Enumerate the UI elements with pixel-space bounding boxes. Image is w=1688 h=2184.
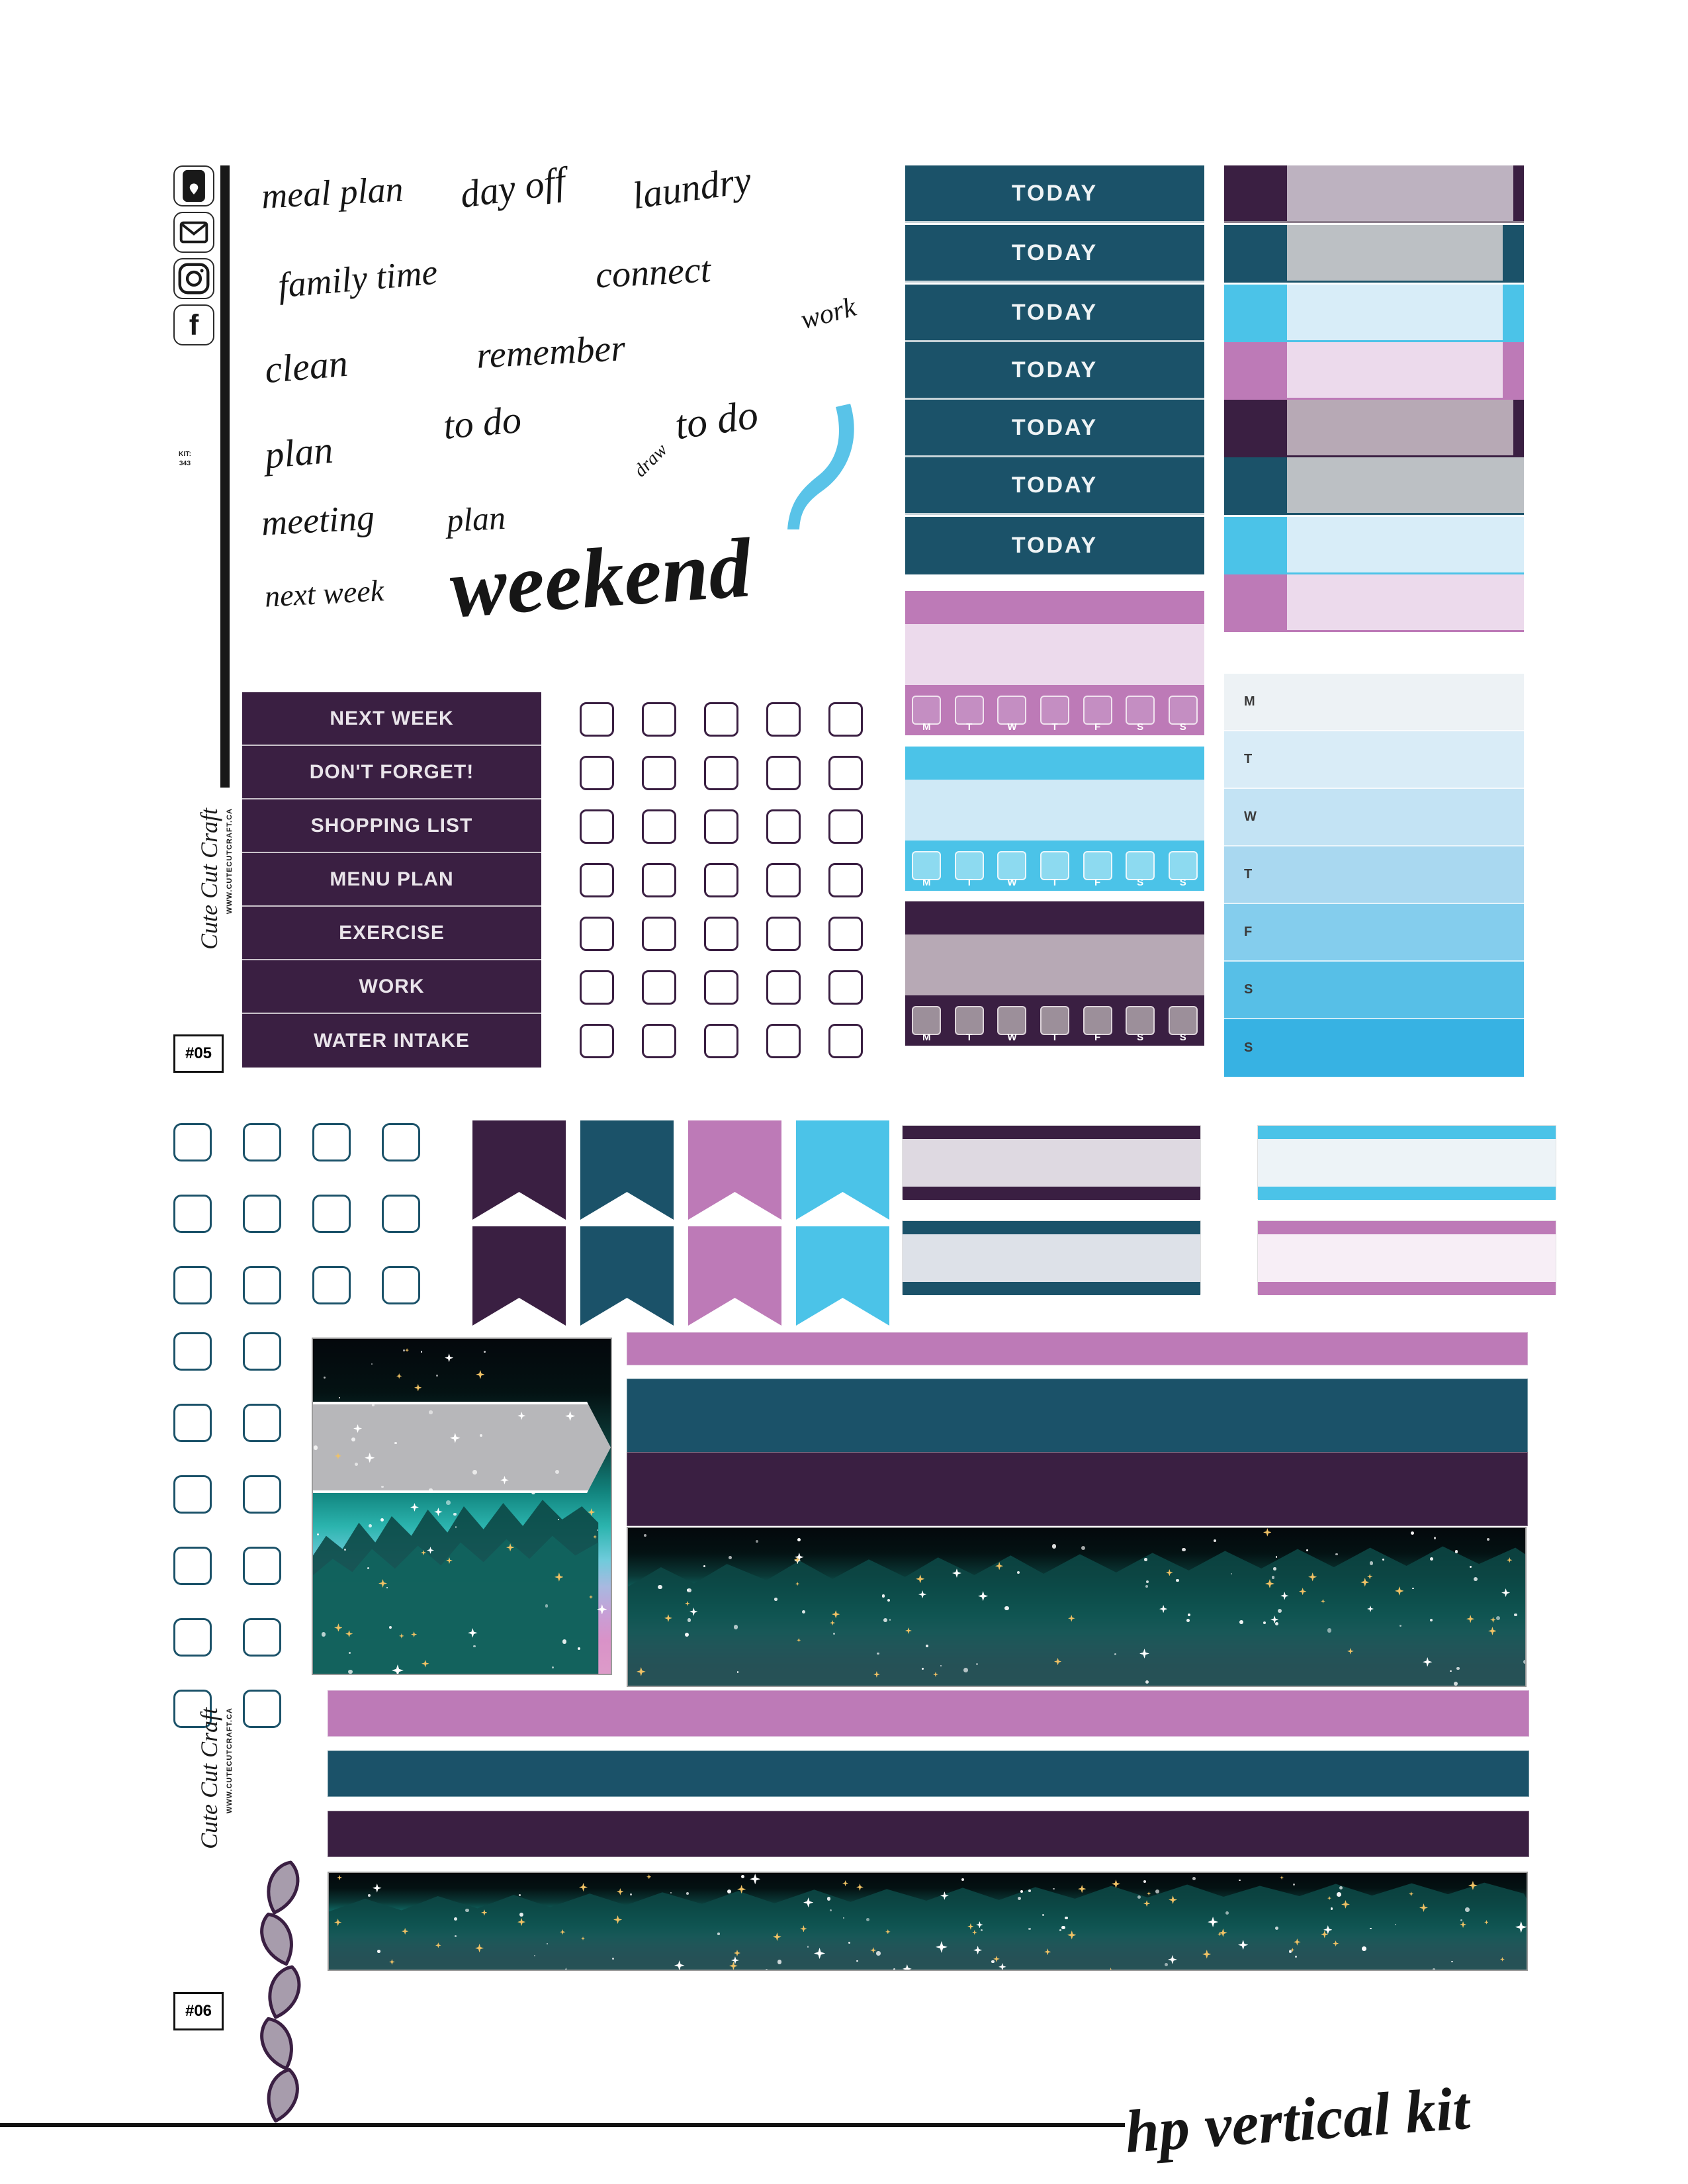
svg-text:f: f [189,310,199,341]
